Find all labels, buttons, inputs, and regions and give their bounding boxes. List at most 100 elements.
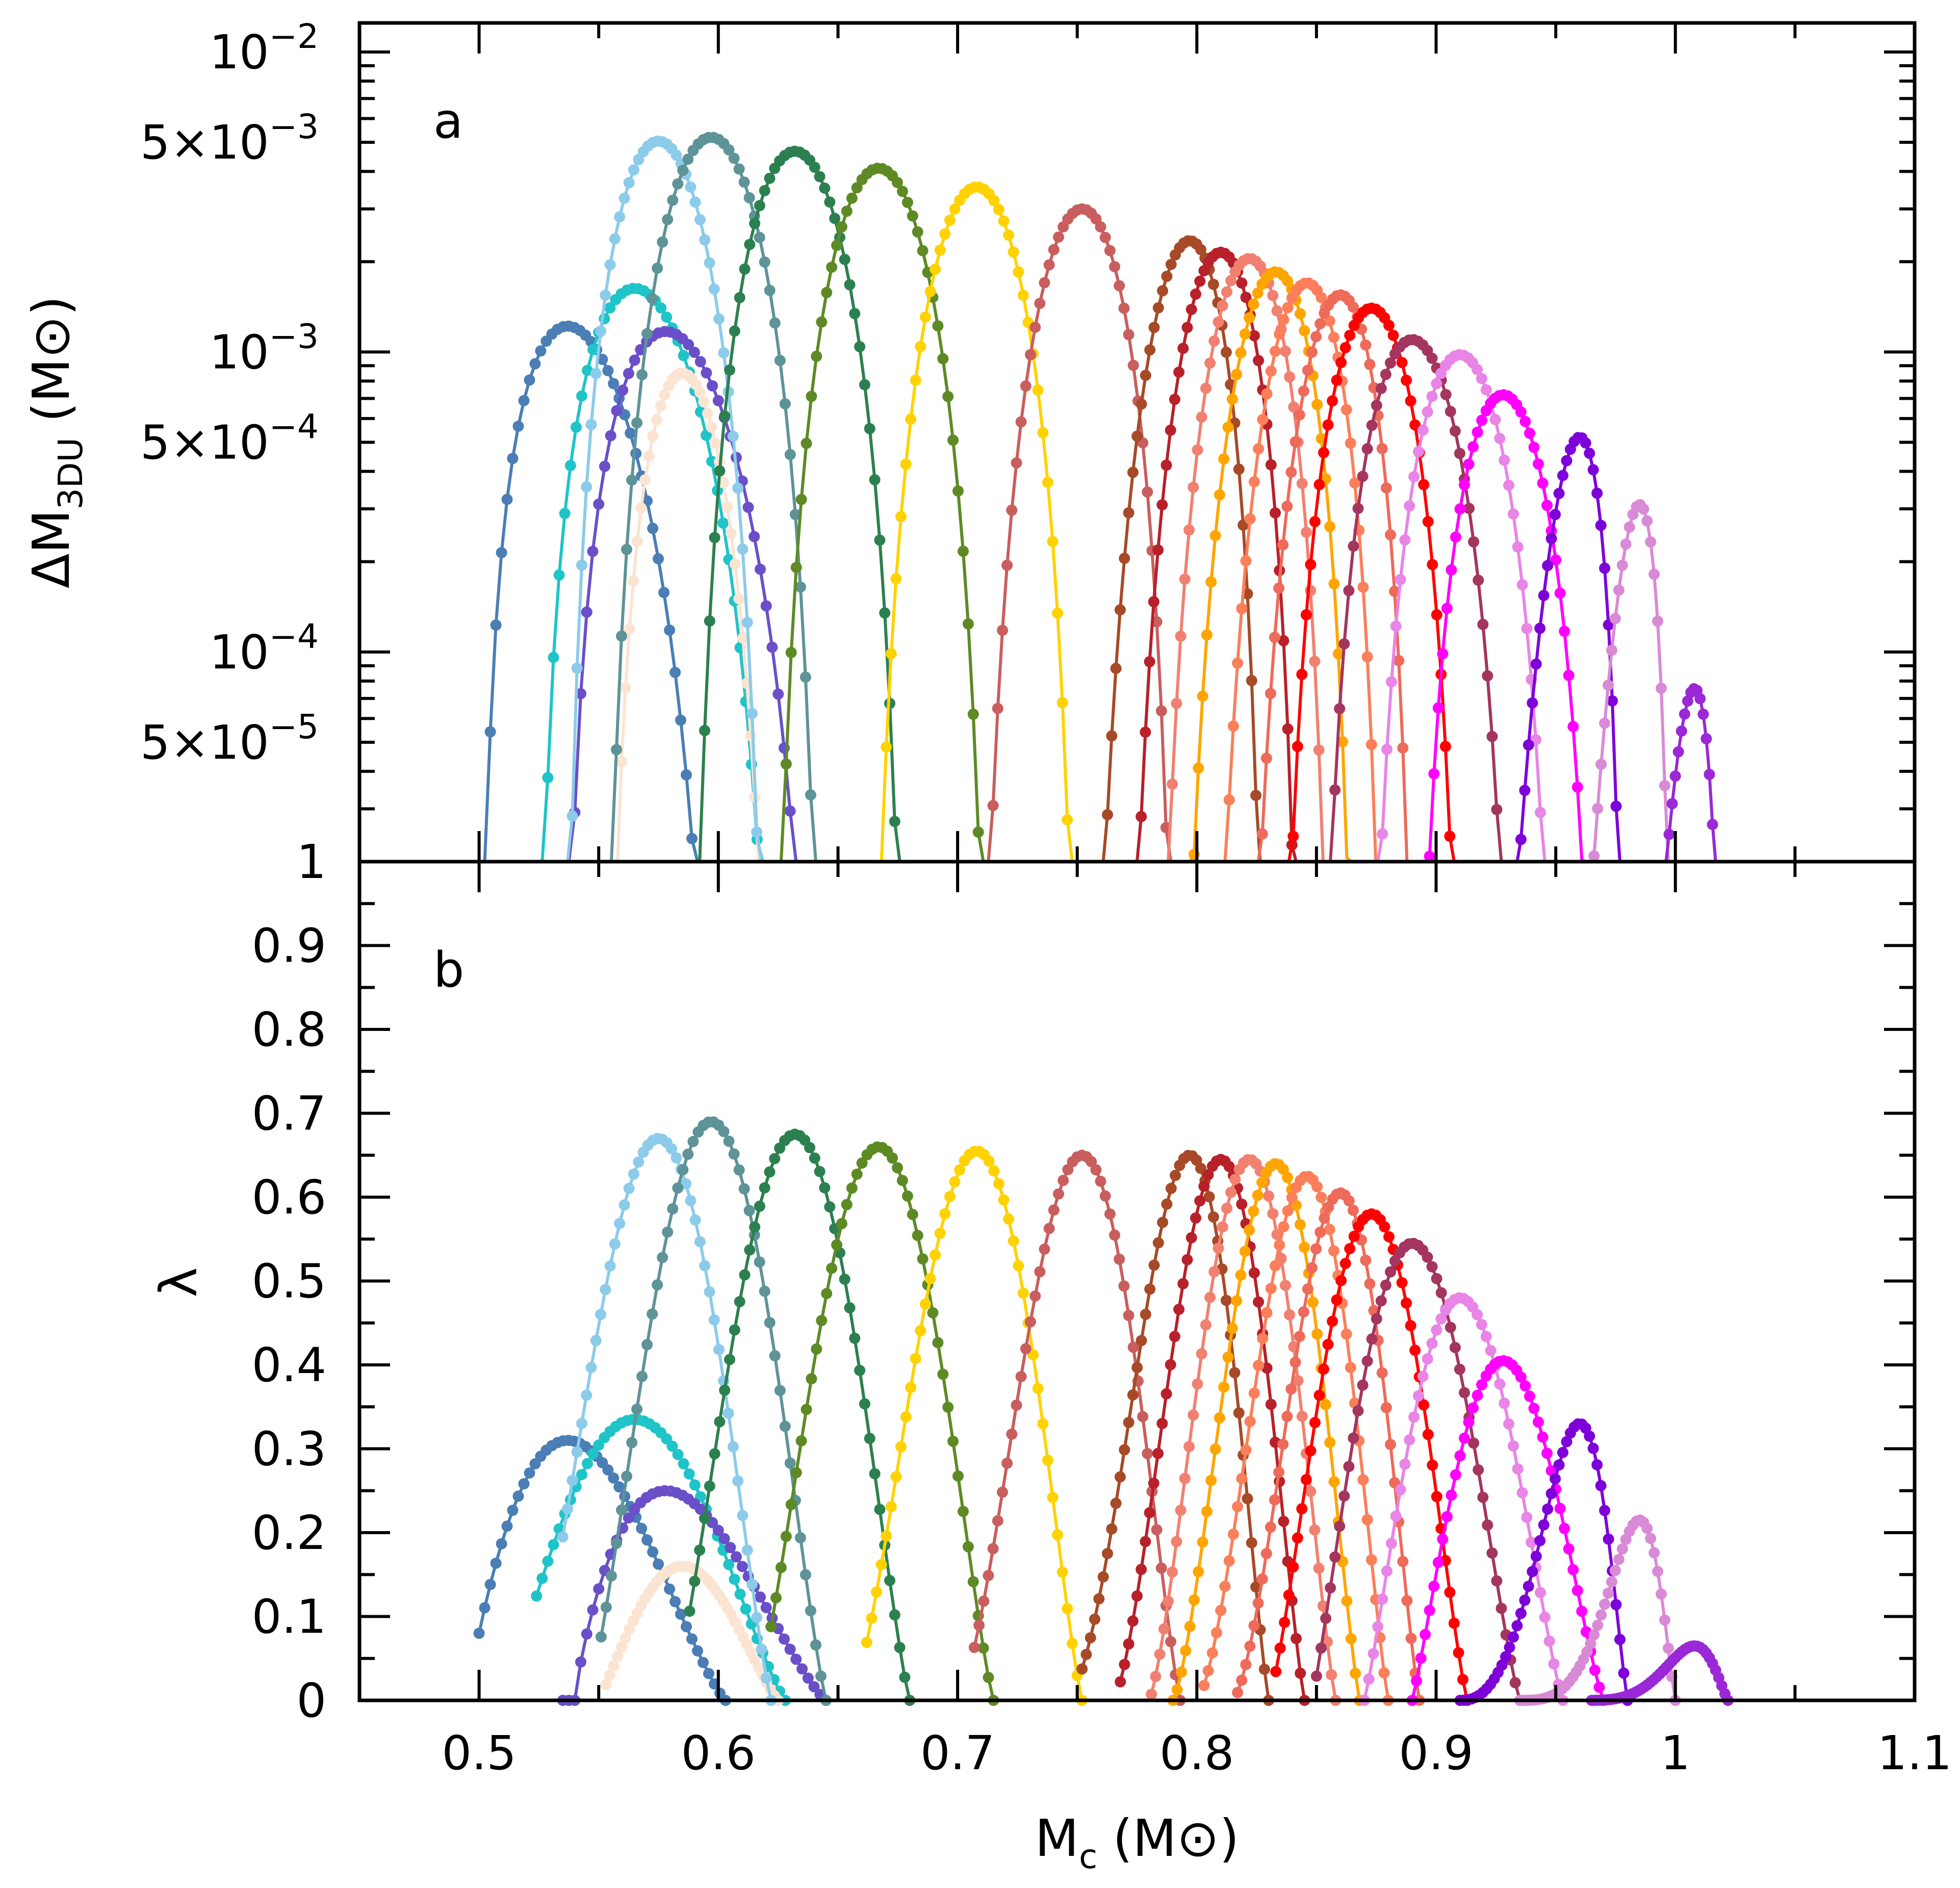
series-16-point-b	[1322, 1338, 1334, 1350]
series-2-point-a	[772, 688, 784, 700]
series-11-point-b	[1248, 1267, 1260, 1279]
series-4-point-a	[685, 181, 697, 193]
series-10-point-b	[1089, 1613, 1100, 1625]
series-2-point-a	[629, 354, 640, 366]
series-6-point-a	[839, 253, 850, 265]
series-11-point-a	[1270, 507, 1281, 519]
panel-a-y-tick-label: 5×10−4	[140, 407, 319, 470]
series-7-point-a	[972, 826, 984, 838]
series-0-point-b	[501, 1520, 513, 1532]
series-8-point-a	[919, 311, 931, 323]
series-6-point-b	[764, 1166, 776, 1178]
series-4-point-b	[581, 1389, 592, 1401]
series-11-point-a	[1181, 322, 1193, 333]
series-14-point-b	[1340, 1328, 1352, 1340]
series-19-point-a	[1559, 626, 1570, 637]
series-10-point-a	[1106, 730, 1118, 742]
series-8-point-b	[944, 1191, 956, 1202]
series-17-point-a	[1338, 638, 1350, 650]
series-4-point-b	[670, 1152, 682, 1163]
series-12-point-b	[1221, 1202, 1232, 1214]
series-20-point-b	[1603, 1533, 1614, 1545]
series-8-point-b	[881, 1530, 892, 1542]
series-6-point-b	[749, 1221, 761, 1233]
series-13-point-b	[1222, 1351, 1234, 1363]
series-7-point-a	[780, 758, 792, 770]
series-12-point-b	[1146, 1689, 1157, 1700]
series-5-point-a	[662, 214, 674, 225]
series-17-point-a	[1445, 406, 1456, 417]
series-6-point-a	[734, 292, 745, 303]
series-8-point-a	[895, 511, 907, 523]
series-2-point-a	[611, 405, 623, 417]
series-6-point-b	[714, 1416, 726, 1428]
series-4-point-b	[708, 1314, 720, 1326]
series-1-point-a	[701, 429, 712, 441]
series-13-point-a	[1226, 393, 1238, 405]
series-3-point-a	[737, 632, 749, 644]
panel-b-y-tick-label: 1	[296, 835, 326, 889]
panel-b-y-tick-label: 0.6	[252, 1170, 326, 1225]
series-17-point-b	[1316, 1642, 1327, 1654]
series-6-point-a	[869, 474, 881, 485]
series-13-point-b	[1320, 1399, 1331, 1410]
series-12-point-b	[1326, 1669, 1337, 1680]
series-15-point-b	[1364, 1278, 1376, 1289]
series-16-point-b	[1270, 1666, 1282, 1677]
series-4-point-b	[723, 1408, 734, 1419]
series-3-point-a	[706, 422, 717, 433]
series-1-point-b	[729, 1573, 740, 1585]
series-16-point-a	[1418, 479, 1430, 490]
series-4-point-b	[600, 1284, 611, 1296]
series-15-point-b	[1385, 1439, 1396, 1451]
series-8-point-b	[866, 1612, 878, 1624]
series-11-point-b	[1144, 1507, 1155, 1518]
series-9-point-b	[968, 1642, 980, 1653]
series-0-point-a	[496, 547, 507, 558]
series-12-point-b	[1279, 1280, 1291, 1291]
series-14-point-a	[1227, 720, 1239, 732]
series-10-point-b	[1207, 1211, 1219, 1223]
series-6-point-b	[869, 1468, 881, 1480]
series-10-point-a	[1127, 467, 1139, 478]
series-15-point-a	[1397, 742, 1409, 754]
series-19-point-b	[1528, 1403, 1540, 1414]
series-19-point-a	[1424, 850, 1435, 862]
series-2-point-b	[778, 1633, 790, 1645]
series-10-point-a	[1114, 604, 1126, 616]
series-4-point-b	[590, 1335, 602, 1347]
series-15-point-a	[1302, 365, 1313, 376]
series-8-point-b	[1013, 1260, 1024, 1272]
series-15-point-a	[1260, 753, 1272, 764]
series-10-point-b	[1114, 1471, 1126, 1483]
series-7-point-b	[821, 1288, 833, 1300]
series-15-point-a	[1310, 331, 1322, 343]
series-17-point-a	[1361, 443, 1373, 455]
series-5-point-b	[784, 1457, 796, 1469]
series-6-point-b	[724, 1354, 735, 1365]
series-8-point-a	[1042, 477, 1053, 488]
series-5-line-a	[601, 136, 826, 863]
series-0-point-b	[692, 1645, 703, 1657]
series-20-point-a	[1515, 834, 1527, 845]
series-13-point-b	[1345, 1633, 1357, 1644]
series-17-point-b	[1495, 1602, 1507, 1614]
series-7-point-a	[932, 320, 944, 332]
series-0-point-a	[686, 833, 698, 844]
series-7-point-b	[907, 1208, 918, 1220]
series-9-point-b	[1090, 1164, 1102, 1176]
series-5-point-a	[641, 328, 653, 340]
series-12-point-b	[1204, 1291, 1216, 1303]
series-12-point-b	[1292, 1375, 1304, 1386]
series-7-point-b	[770, 1592, 782, 1603]
series-19-point-a	[1537, 477, 1549, 489]
series-5-point-b	[687, 1136, 699, 1147]
sun-symbol: ⊙	[21, 316, 81, 358]
series-21-point-b	[1613, 1554, 1624, 1565]
series-5-point-a	[759, 256, 770, 268]
series-12-point-a	[1217, 300, 1228, 312]
series-9-point-b	[1039, 1244, 1050, 1255]
series-3-point-a	[639, 474, 651, 486]
series-20-point-a	[1561, 455, 1572, 467]
series-22-point-a	[1697, 708, 1709, 720]
